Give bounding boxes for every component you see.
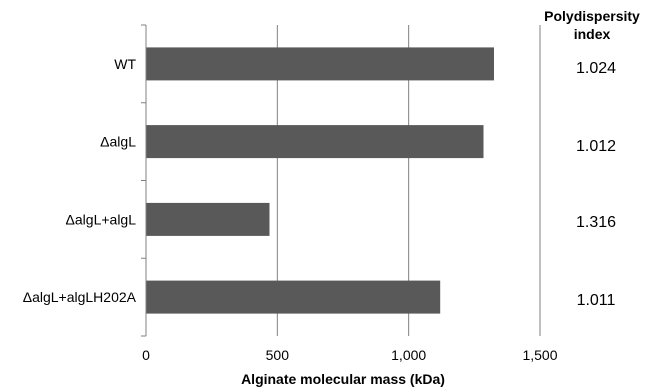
pdi-title-line-1: Polydispersity bbox=[544, 8, 640, 24]
category-labels: WT ΔalgL ΔalgL+algL ΔalgL+algLH202A bbox=[23, 56, 137, 305]
category-label-0: WT bbox=[114, 56, 136, 72]
pdi-value-wt: 1.024 bbox=[575, 60, 617, 77]
bar-3 bbox=[146, 280, 441, 314]
pdi-value-dalgl-algl: 1.316 bbox=[575, 214, 617, 231]
x-tick-label-3: 1,500 bbox=[522, 347, 557, 363]
bar-2 bbox=[146, 202, 270, 236]
bars bbox=[146, 47, 494, 314]
x-tick-label-1: 500 bbox=[266, 347, 290, 363]
category-label-1: ΔalgL bbox=[100, 134, 136, 150]
bar-1 bbox=[146, 125, 484, 159]
pdi-value-dalgl: 1.012 bbox=[575, 138, 617, 155]
pdi-value-dalgl-alglh202a: 1.011 bbox=[576, 292, 616, 309]
bar-0 bbox=[146, 47, 494, 81]
x-tick-labels: 0 500 1,000 1,500 bbox=[142, 347, 558, 363]
category-label-2: ΔalgL+algL bbox=[66, 211, 137, 227]
axes bbox=[141, 24, 147, 337]
x-tick-label-2: 1,000 bbox=[391, 347, 426, 363]
pdi-title-line-2: index bbox=[573, 26, 611, 42]
x-axis-title: Alginate molecular mass (kDa) bbox=[241, 371, 445, 387]
x-tick-label-0: 0 bbox=[142, 347, 150, 363]
category-label-3: ΔalgL+algLH202A bbox=[23, 289, 137, 305]
pdi-column-title: Polydispersity index bbox=[538, 7, 646, 43]
